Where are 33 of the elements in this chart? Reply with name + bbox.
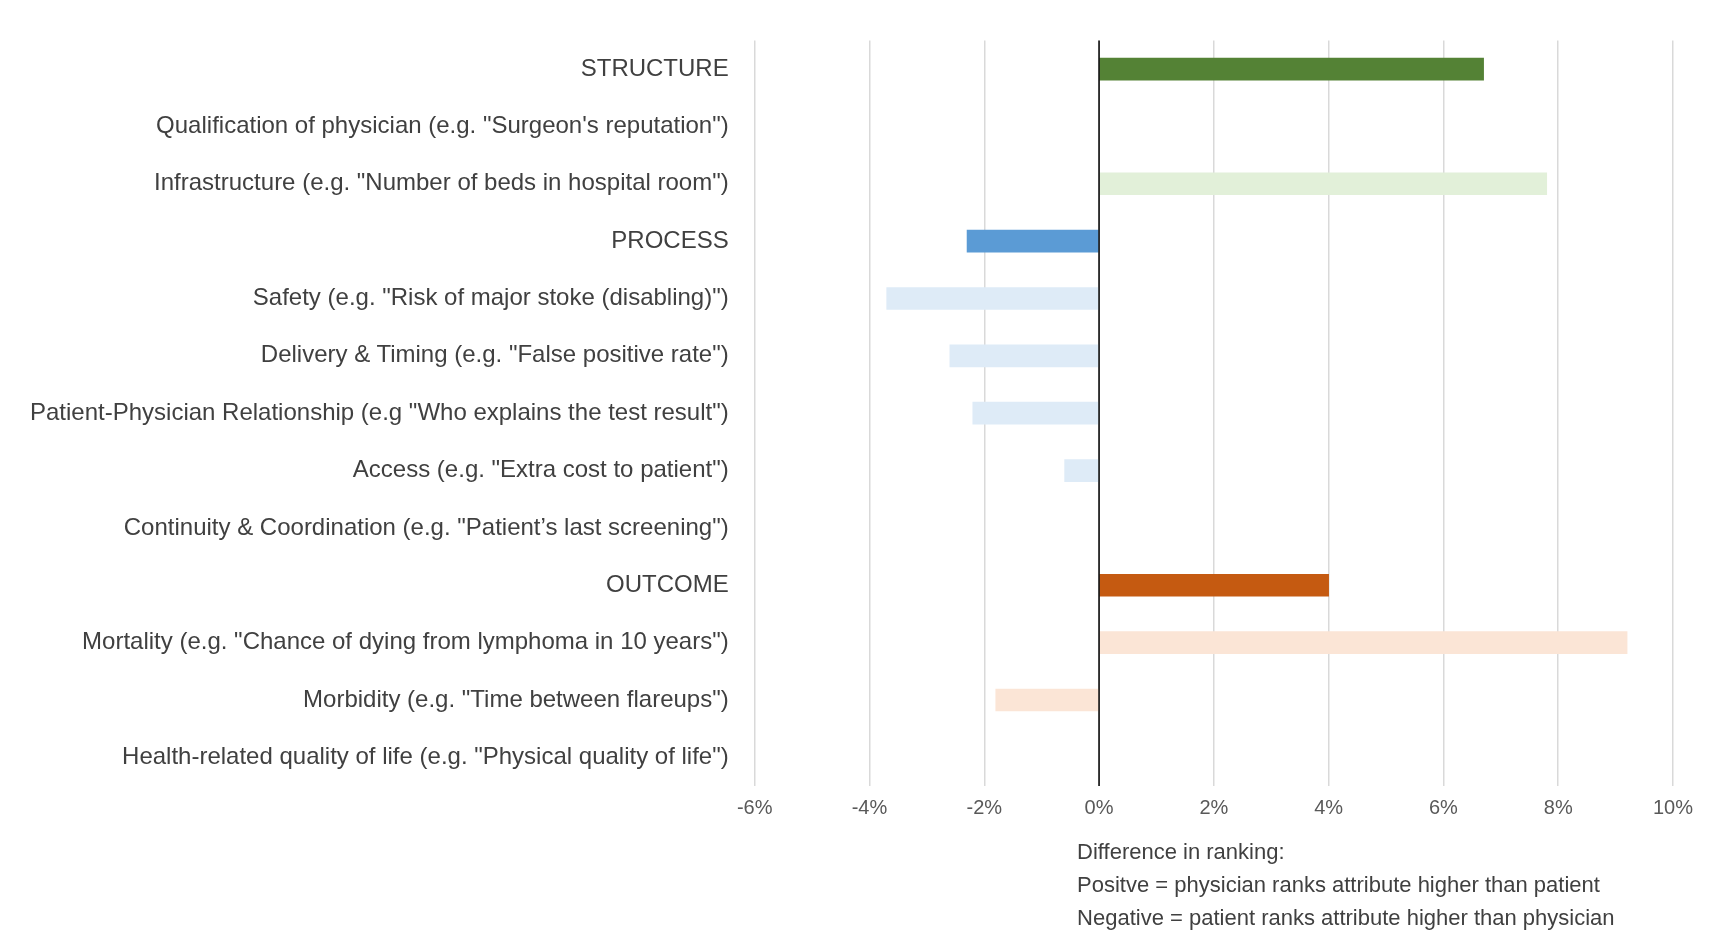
bar <box>1099 57 1484 81</box>
bar <box>972 401 1099 425</box>
bar <box>1099 172 1548 196</box>
y-tick-label: Mortality (e.g. "Chance of dying from lymphoma in 10 years") <box>82 627 729 655</box>
bar <box>1099 631 1628 654</box>
y-tick-label: OUTCOME <box>606 569 729 597</box>
y-tick-label: Patient-Physician Relationship (e.g "Who explains the test result") <box>29 397 729 425</box>
x-tick-label: 6% <box>1428 795 1459 818</box>
y-tick-label: Morbidity (e.g. "Time between flareups") <box>303 684 729 712</box>
x-tick-label: -4% <box>851 795 888 818</box>
bar <box>966 229 1099 253</box>
y-tick-label: Qualification of physician (e.g. "Surgeon's reputation") <box>156 111 729 139</box>
y-tick-label: Infrastructure (e.g. "Number of beds in hospital room") <box>154 168 729 196</box>
x-tick-label: -6% <box>736 795 773 818</box>
x-tick-label: 10% <box>1652 795 1694 818</box>
x-tick-label: 4% <box>1314 795 1344 818</box>
bar <box>1064 459 1099 482</box>
x-tick-label: 2% <box>1199 795 1229 818</box>
y-tick-label: Continuity & Coordination (e.g. "Patient’s last screening") <box>123 512 729 540</box>
y-tick-label: Safety (e.g. "Risk of major stoke (disabling)") <box>252 283 729 311</box>
y-tick-label: Health-related quality of life (e.g. "Physical quality of life") <box>122 741 729 769</box>
y-tick-label: PROCESS <box>611 225 729 253</box>
y-tick-label: STRUCTURE <box>580 53 729 81</box>
x-tick-label: 0% <box>1084 795 1114 818</box>
x-tick-label: -2% <box>966 795 1003 818</box>
bar <box>1099 573 1329 597</box>
bar <box>886 287 1099 310</box>
x-axis-title: Difference in ranking: Positve = physician ranks attribute higher than patient Negative = patient ranks attribute higher than physician <box>1077 839 1615 931</box>
bar <box>995 688 1099 712</box>
bar <box>949 344 1099 368</box>
x-tick-label: 8% <box>1543 795 1573 818</box>
y-tick-label: Access (e.g. "Extra cost to patient") <box>352 455 729 483</box>
y-tick-label: Delivery & Timing (e.g. "False positive rate") <box>260 340 729 368</box>
